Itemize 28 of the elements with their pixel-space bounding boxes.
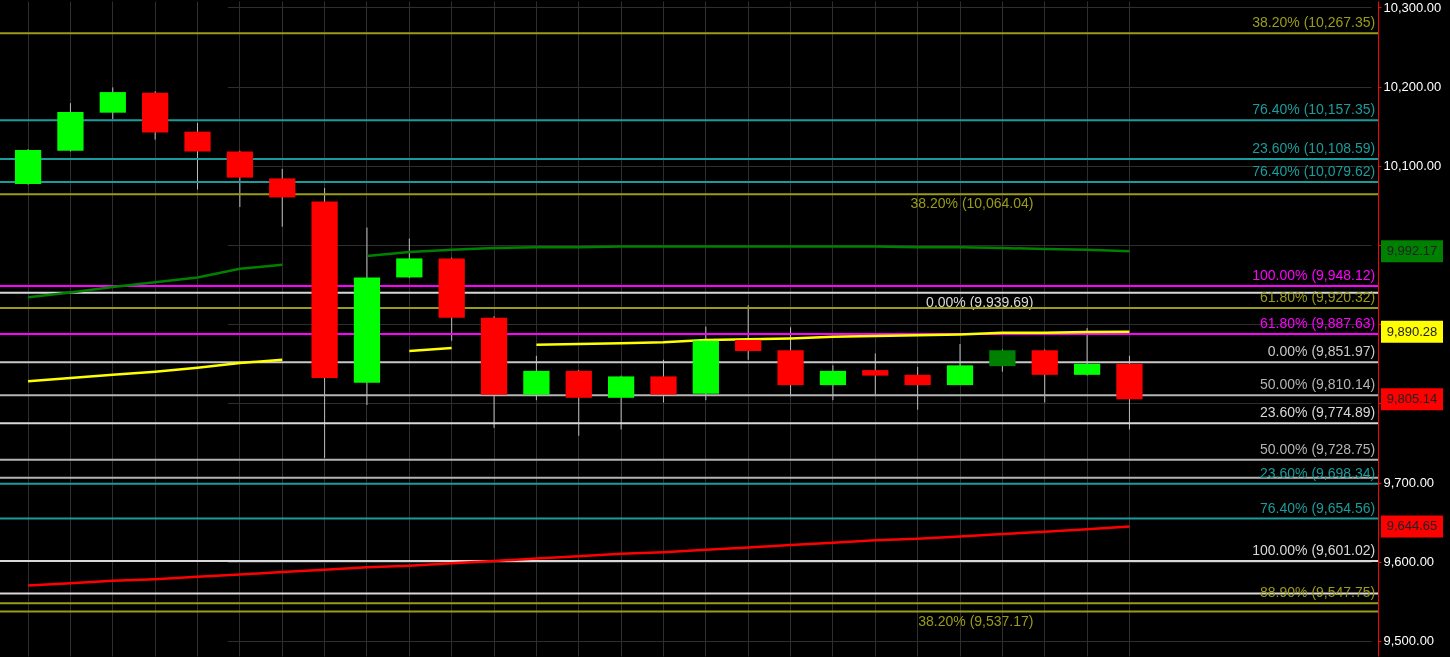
y-tick-label: 9,700.00 — [1383, 475, 1435, 491]
ref-line-label: 61.80% (9,887.63) — [1260, 314, 1376, 331]
text: 9,644.65 — [1386, 518, 1438, 534]
ref-line-label: 38.20% (9,537.17) — [918, 612, 1034, 629]
ref-line-label: 0.00% (9,851.97) — [1267, 343, 1376, 360]
ref-line-label: 76.40% (9,654.56) — [1260, 499, 1376, 516]
ref-line-label: 50.00% (9,728.75) — [1260, 440, 1376, 457]
text: 9,890.28 — [1386, 323, 1438, 339]
ref-line-label: 38.20% (10,267.35) — [1252, 14, 1376, 31]
y-tick-label: 9,500.00 — [1383, 633, 1435, 649]
ref-line-label: 23.60% (9,774.89) — [1260, 404, 1376, 421]
ref-line-label: 23.60% (10,108.59) — [1252, 139, 1376, 156]
ref-line-label: 38.20% (10,064.04) — [910, 195, 1034, 212]
y-tick-label: 9,600.00 — [1383, 554, 1435, 570]
line-series — [26, 525, 1131, 587]
ref-line-label: 50.00% (9,810.14) — [1260, 376, 1376, 393]
text: 9,805.14 — [1386, 391, 1438, 407]
y-tick-label: 10,100.00 — [1383, 158, 1442, 174]
ref-line-label: 76.40% (10,157.35) — [1252, 101, 1376, 118]
ref-line-label: 23.60% (9,698.34) — [1260, 464, 1376, 481]
text: 9,992.17 — [1386, 243, 1438, 259]
y-tick-label: 10,200.00 — [1383, 79, 1442, 95]
ref-line-label: 61.80% (9,920.32) — [1260, 289, 1376, 306]
y-tick-label: 10,300.00 — [1383, 0, 1442, 15]
ref-line-label: 100.00% (9,601.02) — [1252, 541, 1376, 558]
ref-line-label: 0.00% (9,939.69) — [926, 293, 1034, 310]
ref-line-label: 100.00% (9,948.12) — [1252, 267, 1376, 284]
ref-line-label: 76.40% (10,079.62) — [1252, 162, 1376, 179]
